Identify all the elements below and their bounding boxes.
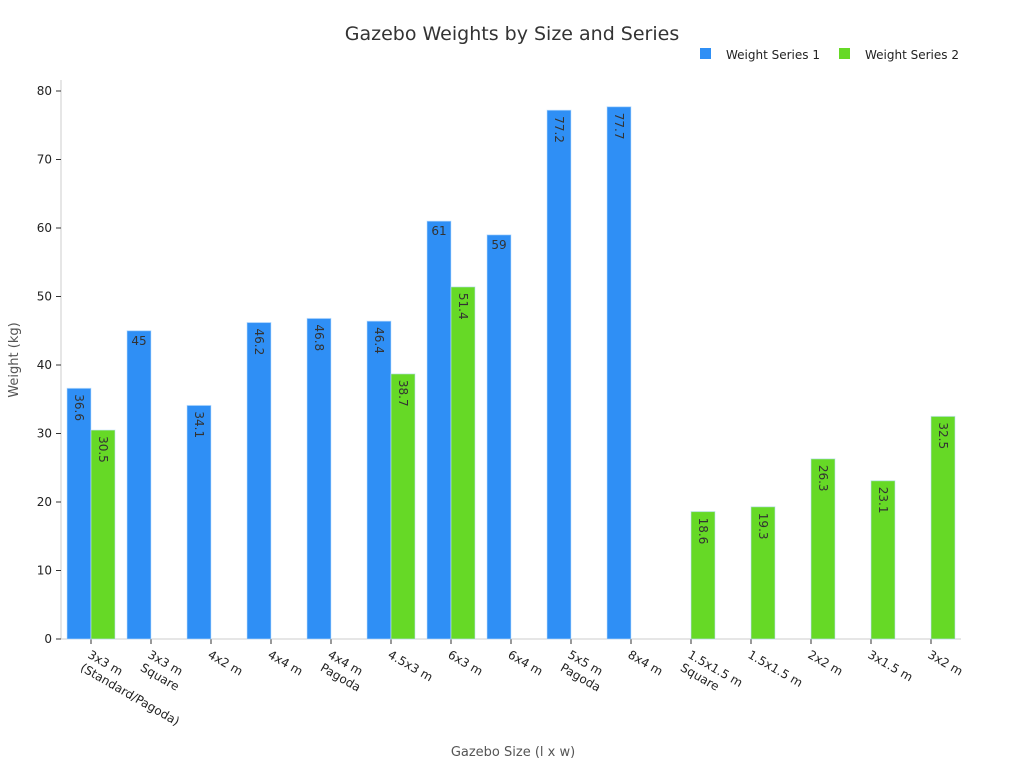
data-label: 45 (131, 334, 146, 348)
x-axis: 3x3 m(Standard/Pagoda)3x3 mSquare 4x2 m 4x… (61, 638, 966, 729)
y-axis: 0 10 20 30 40 50 60 70 80 (37, 80, 62, 646)
x-tick-label-line: 3x2 m (926, 647, 966, 678)
x-tick-label: 1.5x1.5 mSquare (678, 647, 745, 703)
bar (426, 220, 452, 640)
x-tick-label: 6x4 m (506, 647, 546, 678)
data-label: 19.3 (756, 513, 770, 540)
data-label: 23.1 (876, 487, 890, 514)
legend-label: Weight Series 2 (865, 48, 959, 62)
bar (246, 322, 272, 640)
bar (546, 109, 572, 640)
x-tick-label-line: 2x2 m (806, 647, 846, 678)
data-label: 36.6 (72, 394, 86, 421)
x-tick-label-line: 3x1.5 m (866, 647, 916, 684)
data-label: 51.4 (456, 293, 470, 320)
bar (810, 458, 836, 640)
x-tick-label-line: 6x4 m (506, 647, 546, 678)
data-label: 34.1 (192, 411, 206, 438)
bar (450, 286, 476, 640)
legend: Weight Series 1 Weight Series 2 (700, 48, 959, 62)
bar (126, 330, 152, 640)
x-tick-label-line: 8x4 m (626, 647, 666, 678)
x-tick-label: 4x4 m (266, 647, 306, 678)
y-axis-label: Weight (kg) (7, 322, 22, 397)
bar (870, 480, 896, 640)
x-tick-label: 4.5x3 m (386, 647, 436, 684)
data-label: 61 (431, 224, 446, 238)
x-tick-label: 1.5x1.5 m (746, 647, 806, 690)
bar (306, 317, 332, 640)
y-tick-label: 30 (37, 427, 52, 441)
x-tick-label: 3x2 m (926, 647, 966, 678)
data-label: 46.8 (312, 324, 326, 351)
y-tick-label: 60 (37, 221, 52, 235)
x-tick-label-line: 4.5x3 m (386, 647, 436, 684)
x-tick-label-line: 4x2 m (206, 647, 246, 678)
data-label: 77.7 (612, 113, 626, 140)
y-tick-label: 10 (37, 564, 52, 578)
x-axis-label: Gazebo Size (l x w) (451, 745, 575, 760)
bar (66, 387, 92, 640)
x-tick-label: 6x3 m (446, 647, 486, 678)
x-tick-label: 8x4 m (626, 647, 666, 678)
data-label: 46.2 (252, 329, 266, 356)
bars: 36.6 45 34.1 46.2 46.8 46.4 61 59 77.2 77.7 30.5 38… (66, 106, 956, 640)
x-tick-label-line: 6x3 m (446, 647, 486, 678)
bar (690, 511, 716, 640)
bar (750, 506, 776, 640)
x-tick-label: 3x1.5 m (866, 647, 916, 684)
y-tick-label: 40 (37, 358, 52, 372)
chart-title: Gazebo Weights by Size and Series (345, 23, 680, 45)
x-tick-label: 3x3 mSquare (138, 647, 189, 693)
y-tick-label: 70 (37, 153, 52, 167)
legend-swatch (839, 48, 850, 59)
data-label: 26.3 (816, 465, 830, 492)
legend-label: Weight Series 1 (726, 48, 820, 62)
bar (486, 234, 512, 640)
data-label: 32.5 (936, 422, 950, 449)
x-tick-label: 2x2 m (806, 647, 846, 678)
bar (606, 106, 632, 640)
data-label: 77.2 (552, 116, 566, 143)
bar (366, 320, 392, 640)
data-label: 46.4 (372, 327, 386, 354)
data-label: 30.5 (96, 436, 110, 463)
data-label: 59 (491, 238, 506, 252)
bar (90, 429, 116, 640)
y-tick-label: 50 (37, 290, 52, 304)
x-tick-label: 4x2 m (206, 647, 246, 678)
x-tick-label-line: 1.5x1.5 m (746, 647, 806, 690)
bar (186, 404, 212, 640)
legend-swatch (700, 48, 711, 59)
bar (930, 415, 956, 640)
y-tick-label: 20 (37, 495, 52, 509)
x-tick-label-line: 4x4 m (266, 647, 306, 678)
data-label: 18.6 (696, 518, 710, 545)
y-tick-label: 80 (37, 84, 52, 98)
x-tick-label: 5x5 mPagoda (558, 647, 611, 694)
bar (390, 373, 416, 640)
data-label: 38.7 (396, 380, 410, 407)
x-tick-label: 4x4 mPagoda (318, 647, 371, 694)
y-tick-label: 0 (44, 632, 52, 646)
